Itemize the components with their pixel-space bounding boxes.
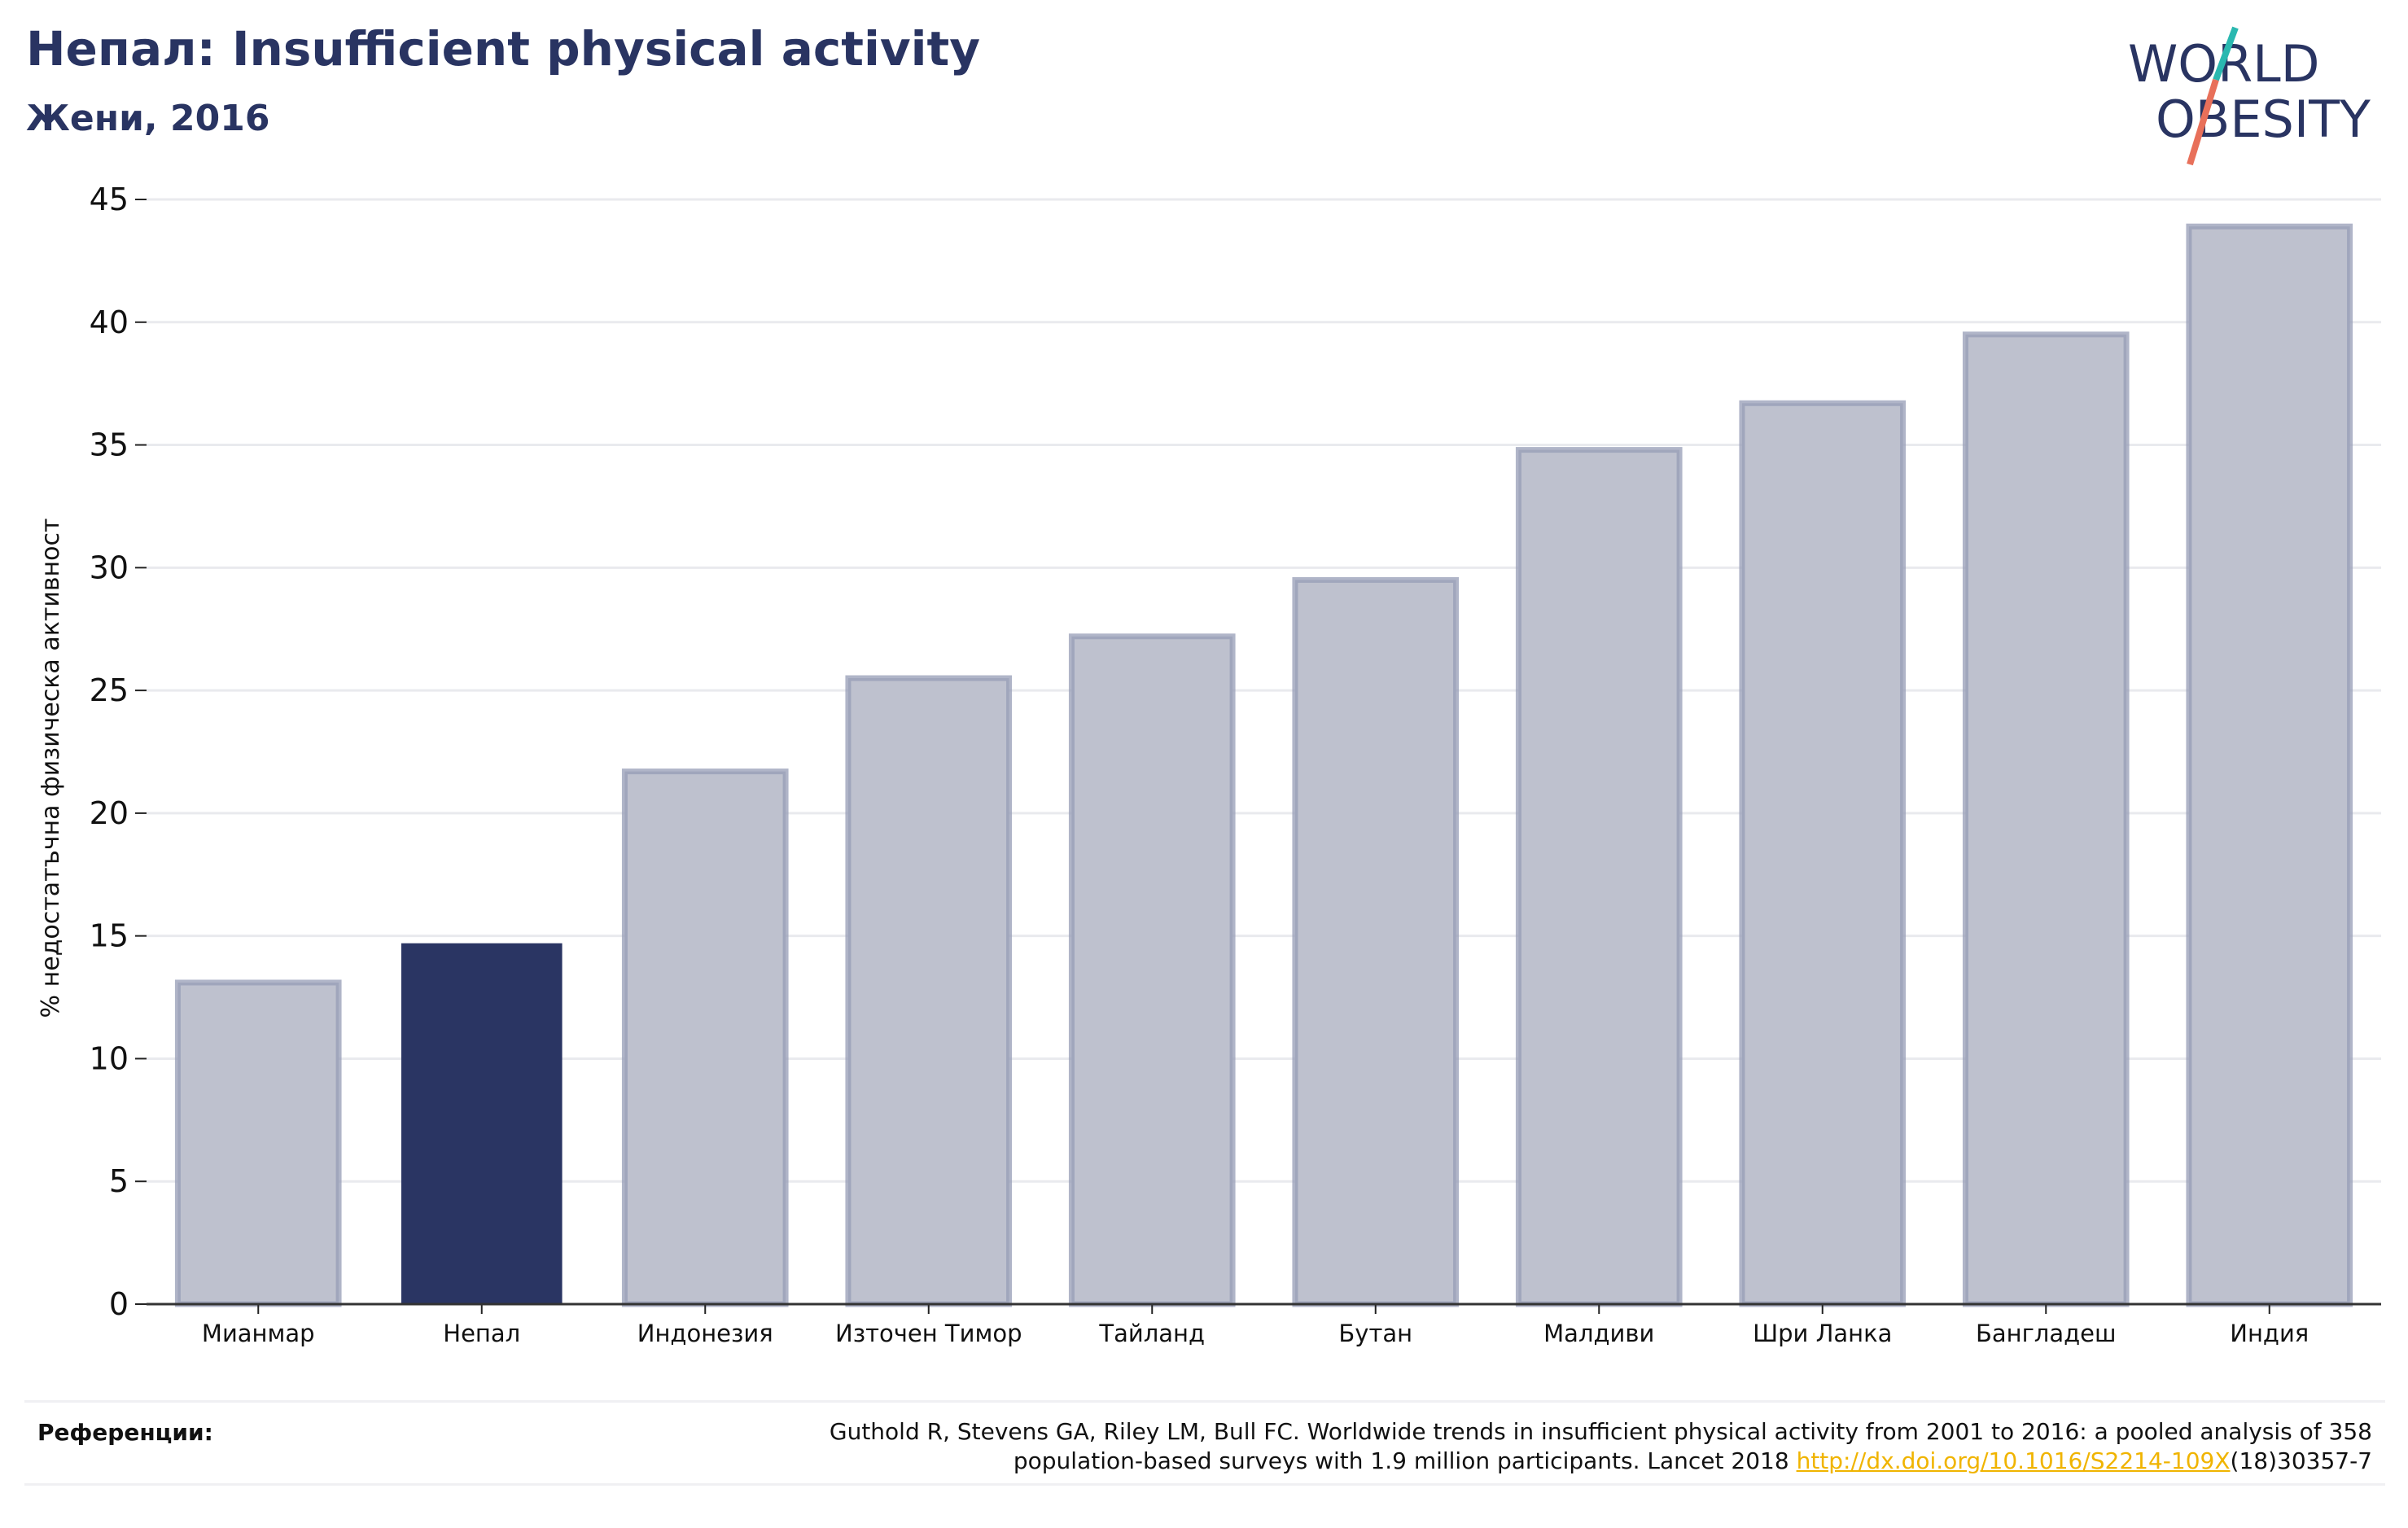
bar [621, 768, 789, 1307]
chart-title: Непал: Insufficient physical activity [26, 21, 981, 77]
bar [2186, 223, 2353, 1307]
bar [1739, 400, 1907, 1307]
y-tick-label: 15 [90, 918, 129, 954]
logo-slash-coral [2187, 78, 2219, 166]
bar [845, 675, 1013, 1307]
y-tick-label: 0 [109, 1286, 129, 1322]
y-tick-label: 35 [90, 427, 129, 463]
x-tick-label: Източен Тимор [835, 1320, 1022, 1347]
y-tick-label: 30 [90, 549, 129, 585]
x-tick-label: Малдиви [1543, 1320, 1654, 1347]
reference-line-2: population-based surveys with 1.9 millio… [744, 1447, 2372, 1476]
bar [1292, 576, 1460, 1307]
y-tick-label: 20 [90, 795, 129, 831]
logo-slash-teal [2213, 26, 2239, 81]
y-tick-labels: 0 5 10 15 20 25 30 35 40 45 [90, 182, 147, 1322]
references-text: Guthold R, Stevens GA, Riley LM, Bull FC… [744, 1417, 2372, 1476]
x-tick-label: Индонезия [637, 1320, 773, 1347]
y-tick-label: 5 [109, 1163, 129, 1199]
bar [1068, 633, 1236, 1307]
x-tick-labels: Мианмар Непал Индонезия Източен Тимор Тайлан… [202, 1304, 2309, 1347]
reference-doi-link[interactable]: http://dx.doi.org/10.1016/S2214-109X [1796, 1447, 2231, 1474]
x-tick-label: Мианмар [202, 1320, 315, 1347]
references-bottom-divider [24, 1483, 2385, 1486]
bar-highlight [401, 943, 563, 1304]
x-tick-label: Непал [443, 1320, 520, 1347]
reference-line-2-text: population-based surveys with 1.9 millio… [1013, 1447, 1797, 1474]
reference-line-2-suffix: (18)30357-7 [2230, 1447, 2372, 1474]
reference-line-1: Guthold R, Stevens GA, Riley LM, Bull FC… [829, 1418, 2372, 1445]
bars [174, 223, 2353, 1307]
x-tick-label: Бутан [1338, 1320, 1412, 1347]
references-top-divider [24, 1400, 2385, 1403]
x-tick-label: Индия [2230, 1320, 2309, 1347]
y-tick-label: 10 [90, 1040, 129, 1076]
y-tick-label: 40 [90, 304, 129, 340]
y-tick-label: 45 [90, 182, 129, 217]
y-tick-label: 25 [90, 672, 129, 708]
chart-subtitle: Жени, 2016 [26, 98, 270, 139]
bar [1962, 331, 2130, 1307]
y-axis-label: % недостатъчна физическа активност [37, 519, 65, 1018]
bar-chart: 0 5 10 15 20 25 30 35 40 45 Мианмар Непал Индонезия… [37, 182, 2381, 1347]
x-tick-label: Тайланд [1098, 1320, 1205, 1347]
x-tick-label: Шри Ланка [1753, 1320, 1892, 1347]
references-label: Референции: [37, 1419, 213, 1446]
world-obesity-logo: WORLD OBESITY [2128, 26, 2371, 166]
logo-line-obesity: OBESITY [2156, 90, 2371, 149]
bar [1515, 447, 1683, 1307]
bar [174, 979, 342, 1307]
x-tick-label: Бангладеш [1976, 1320, 2117, 1347]
